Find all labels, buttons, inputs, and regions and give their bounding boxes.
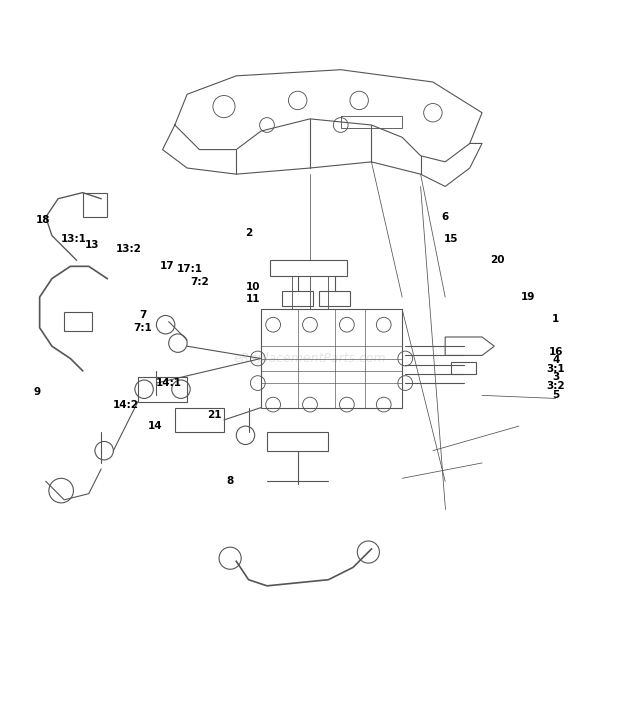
Text: 19: 19: [521, 292, 535, 302]
Text: 13:1: 13:1: [61, 234, 86, 244]
Text: 5: 5: [552, 390, 559, 400]
Text: 14:2: 14:2: [113, 399, 139, 409]
Text: 20: 20: [490, 255, 505, 265]
Text: 10: 10: [246, 282, 261, 292]
Text: 4: 4: [552, 356, 559, 366]
Text: 9: 9: [33, 387, 40, 397]
Text: 11: 11: [246, 294, 261, 304]
Text: 3: 3: [552, 372, 559, 382]
Text: 1: 1: [552, 313, 559, 323]
Text: 6: 6: [441, 212, 449, 222]
Text: 17:1: 17:1: [177, 265, 203, 275]
Text: 16: 16: [549, 347, 563, 357]
Text: 7:1: 7:1: [133, 323, 153, 333]
Text: 18: 18: [35, 215, 50, 225]
Text: 21: 21: [208, 410, 222, 420]
Text: 14: 14: [148, 421, 162, 431]
Text: 15: 15: [444, 234, 459, 244]
Text: 17: 17: [160, 261, 175, 271]
Text: 13:2: 13:2: [116, 244, 142, 254]
Text: 2: 2: [245, 227, 252, 237]
Text: 14:1: 14:1: [156, 378, 182, 388]
Text: eReplacementParts.com: eReplacementParts.com: [234, 352, 386, 365]
Text: 8: 8: [226, 476, 234, 486]
Text: 3:1: 3:1: [546, 364, 565, 374]
Text: 3:2: 3:2: [546, 381, 565, 391]
Text: 13: 13: [84, 239, 99, 250]
Text: 7:2: 7:2: [190, 277, 209, 287]
Text: 7: 7: [139, 310, 146, 320]
